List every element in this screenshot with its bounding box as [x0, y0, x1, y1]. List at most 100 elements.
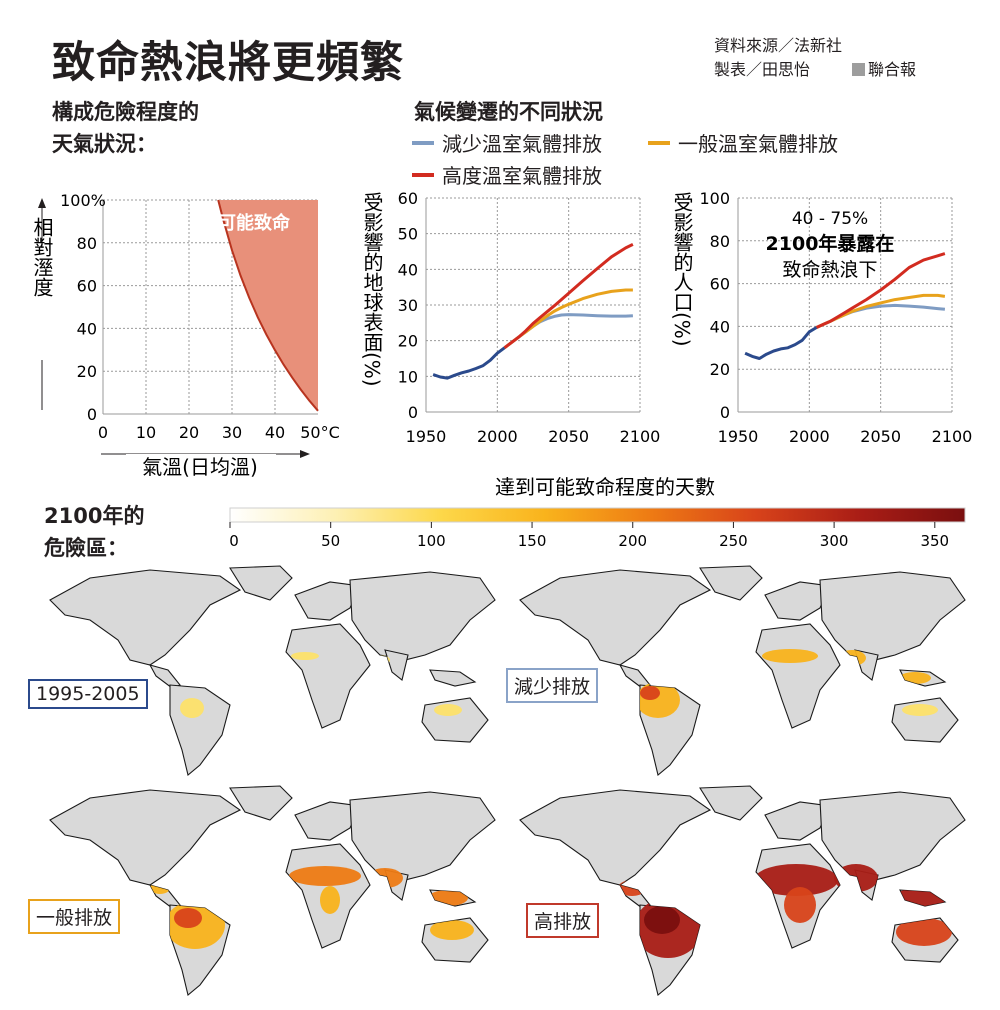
map-label-medium: 一般排放 — [28, 899, 121, 934]
chart2-ytick-label: 10 — [398, 367, 418, 386]
chart3-ytick-label: 100 — [699, 189, 730, 208]
chart1-ytick-label: 40 — [77, 319, 97, 338]
map-high-emission — [519, 785, 966, 996]
heat-zone — [367, 868, 403, 888]
chart1-xtick-label: 20 — [179, 423, 199, 442]
chart3-ytick-label: 0 — [720, 403, 730, 422]
chart1-xtick-label: 0 — [98, 423, 108, 442]
chart3-x-ticks: 1950 2000 2050 2100 — [718, 427, 973, 446]
heat-zone — [754, 864, 838, 896]
continent-southeast-asia — [429, 669, 477, 687]
heat-zone — [762, 649, 818, 663]
chart3-xtick-label: 2050 — [860, 427, 901, 446]
heat-zone — [320, 886, 340, 914]
scale-tick-label: 350 — [920, 532, 949, 550]
continent-greenland — [229, 565, 293, 601]
heat-zone — [289, 866, 361, 886]
heat-zone — [291, 652, 319, 660]
map-label-1995-2005: 1995-2005 — [28, 679, 148, 709]
continent-africa — [285, 623, 371, 729]
chart2-ytick-label: 50 — [398, 225, 418, 244]
scale-title: 達到可能致命程度的天數 — [495, 475, 715, 499]
map-low-emission — [519, 565, 966, 776]
heat-zone — [180, 698, 204, 718]
scale-tick-label: 300 — [820, 532, 849, 550]
credits: 資料來源／法新社 製表／田思怡 聯合報 — [714, 34, 916, 82]
chart3-ytick-label: 80 — [710, 232, 730, 251]
continent-north-america — [49, 569, 242, 666]
chart2-xtick-label: 2000 — [477, 427, 518, 446]
chart1-xtick-label: 50°C — [300, 423, 340, 442]
continent-europe — [294, 801, 361, 841]
continent-north-america — [519, 569, 712, 666]
scale-ticks: 0 50 100 150 200 250 300 350 — [229, 522, 949, 550]
continent-central-america — [618, 664, 651, 689]
deadly-region-label: 可能致命 — [218, 212, 291, 234]
danger-conditions-chart: 可能致命 0 20 40 60 80 100% 0 10 20 30 40 50°C 相對溼度 氣溫… — [30, 191, 340, 479]
chart1-x-ticks: 0 10 20 30 40 50°C — [98, 423, 340, 442]
heat-zone — [150, 882, 170, 894]
legend-low: 減少溫室氣體排放 — [412, 128, 602, 157]
continent-australia — [421, 697, 489, 743]
chart2-grid — [425, 197, 641, 413]
xlabel-bg — [126, 454, 276, 474]
chart2-ytick-label: 0 — [408, 403, 418, 422]
heat-zone — [784, 887, 816, 923]
heat-zone — [896, 918, 952, 946]
heat-zone — [434, 704, 462, 716]
chart1-y-ticks: 0 20 40 60 80 100% — [60, 191, 106, 424]
brand-square-icon — [852, 63, 866, 76]
continent-south-asia — [384, 649, 409, 681]
chart2-series — [432, 243, 634, 380]
heat-zone — [174, 908, 202, 928]
continent-greenland — [229, 785, 293, 821]
chart2-ytick-label: 60 — [398, 189, 418, 208]
map-label-high: 高排放 — [526, 903, 600, 938]
chart3-historical-line — [744, 326, 818, 360]
continent-asia — [819, 571, 966, 661]
chart1-ytick-label: 60 — [77, 277, 97, 296]
population-annotation-line2: 2100年暴露在 — [766, 232, 895, 255]
legend-medium: 一般溫室氣體排放 — [648, 128, 838, 157]
chart3-series — [744, 252, 946, 360]
chart2-series-high-line — [503, 243, 634, 349]
chart1-ytick-label: 0 — [87, 405, 97, 424]
maker-credit: 製表／田思怡 — [714, 60, 811, 79]
chart2-xtick-label: 1950 — [406, 427, 447, 446]
chart3-ytick-label: 20 — [710, 360, 730, 379]
scale-bar — [229, 507, 966, 523]
chart2-xtick-label: 2100 — [620, 427, 661, 446]
scale-tick-label: 50 — [321, 532, 340, 550]
y-axis-arrow-icon — [38, 198, 46, 208]
chart2-ytick-label: 40 — [398, 260, 418, 279]
chart3-ylabel: 受影響的人口(%) — [670, 192, 694, 347]
chart1-xtick-label: 40 — [265, 423, 285, 442]
scale-tick-label: 150 — [518, 532, 547, 550]
chart1-xlabel: 氣溫(日均溫) — [142, 455, 258, 479]
chart3-xtick-label: 2100 — [932, 427, 973, 446]
x-axis-arrow-icon — [300, 450, 310, 458]
scale-tick-label: 0 — [229, 532, 239, 550]
heat-zone — [644, 906, 680, 934]
heat-zone — [902, 704, 938, 716]
heat-zone — [640, 686, 660, 700]
scale-tick-label: 100 — [417, 532, 446, 550]
chart1-ytick-label: 80 — [77, 234, 97, 253]
chart3-series-high-line — [815, 252, 946, 329]
continent-greenland — [699, 565, 763, 601]
chart3-grid — [737, 197, 953, 413]
section1-title: 構成危險程度的 天氣狀況： — [52, 100, 199, 156]
chart1-ytick-label: 100% — [60, 191, 106, 210]
legend-medium-swatch — [648, 141, 670, 145]
population-annotation-line3: 致命熱浪下 — [782, 259, 877, 281]
chart3-ytick-label: 40 — [710, 317, 730, 336]
continent-north-america — [519, 789, 712, 886]
days-color-scale: 達到可能致命程度的天數 0 50 100 150 200 250 300 350 — [229, 475, 966, 550]
chart3-ytick-label: 60 — [710, 275, 730, 294]
chart1-grid — [102, 199, 318, 415]
chart1-ytick-label: 20 — [77, 362, 97, 381]
chart2-ylabel: 受影響的地球表面(%) — [360, 192, 384, 387]
page-title: 致命熱浪將更頻繁 — [52, 38, 404, 88]
legend-high: 高度溫室氣體排放 — [412, 160, 602, 189]
chart2-xtick-label: 2050 — [548, 427, 589, 446]
